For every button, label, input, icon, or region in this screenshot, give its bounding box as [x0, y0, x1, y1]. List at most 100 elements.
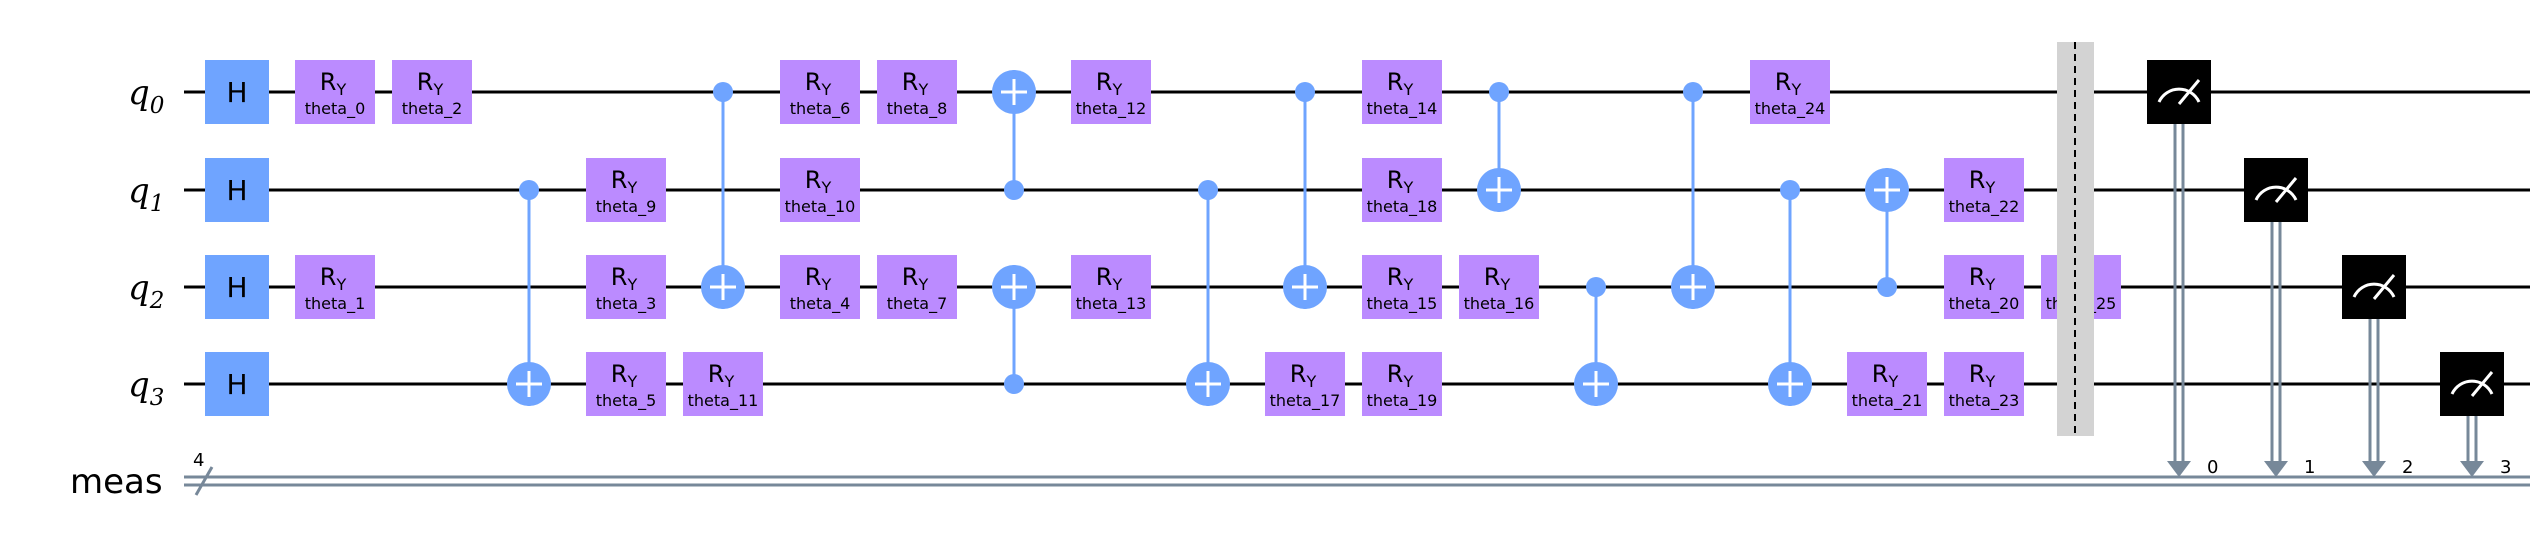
measure-gate: [2147, 60, 2211, 124]
meter-needle: [2177, 79, 2201, 105]
ry-gate-param: theta_21: [1852, 391, 1923, 411]
ry-gate-param: theta_18: [1367, 197, 1438, 217]
classical-register-label: meas: [70, 462, 163, 502]
ry-gate: [1362, 352, 1442, 416]
ry-gate-param: theta_17: [1270, 391, 1341, 411]
ry-gate-param: theta_7: [887, 294, 948, 314]
cnot-control-dot: [519, 180, 539, 200]
ry-gate-param: theta_11: [688, 391, 759, 411]
h-gate-label: H: [226, 76, 247, 109]
ry-gate: [586, 352, 666, 416]
ry-gate: [392, 60, 472, 124]
qubit-label: q3: [128, 365, 164, 411]
cnot-control-dot: [1877, 277, 1897, 297]
meter-needle: [2274, 177, 2298, 203]
ry-gate-param: theta_5: [596, 391, 657, 411]
ry-gate-param: theta_10: [785, 197, 856, 217]
register-size: 4: [193, 450, 204, 471]
measure-arrow: [2362, 461, 2386, 477]
meter-arc: [2254, 185, 2298, 201]
measure-bit-label: 2: [2402, 457, 2413, 478]
ry-gate: [877, 60, 957, 124]
ry-gate-param: theta_8: [887, 99, 948, 119]
h-gate: [205, 352, 269, 416]
ry-gate-param: theta_1: [305, 294, 366, 314]
ry-gate-param: theta_0: [305, 99, 366, 119]
meter-needle: [2372, 274, 2396, 300]
ry-gate-param: theta_15: [1367, 294, 1438, 314]
measure-arrow: [2264, 461, 2288, 477]
cnot-control-dot: [1004, 180, 1024, 200]
ry-gate-param: theta_23: [1949, 391, 2020, 411]
ry-gate: [1071, 255, 1151, 319]
ry-gate: [1459, 255, 1539, 319]
ry-gate: [295, 255, 375, 319]
cnot-control-dot: [1586, 277, 1606, 297]
ry-gate: [780, 60, 860, 124]
ry-gate: [1071, 60, 1151, 124]
register-slash: [194, 466, 214, 496]
ry-gate: [1362, 158, 1442, 222]
ry-gate-label: RY: [902, 68, 929, 99]
cnot-control-dot: [1295, 82, 1315, 102]
measure-arrow: [2167, 461, 2191, 477]
measure-gate: [2440, 352, 2504, 416]
ry-gate: [1847, 352, 1927, 416]
ry-gate-label: RY: [708, 360, 735, 391]
h-gate-label: H: [226, 174, 247, 207]
measurements-layer: 0 1 2 3: [2147, 60, 2511, 478]
ry-gate: [586, 158, 666, 222]
meter-arc: [2352, 282, 2396, 298]
qubit-label: q0: [128, 73, 164, 119]
ry-gate: [877, 255, 957, 319]
qubit-label: q1: [128, 171, 164, 217]
ry-gate: [1944, 158, 2024, 222]
ry-gate-param: theta_19: [1367, 391, 1438, 411]
ry-gate: [1750, 60, 1830, 124]
ry-gate-param: theta_22: [1949, 197, 2020, 217]
ry-gate-param: theta_20: [1949, 294, 2020, 314]
ry-gate-param: theta_9: [596, 197, 657, 217]
ry-gate: [1265, 352, 1345, 416]
register-labels: 4 q0 q1 q2 q3 meas: [70, 73, 204, 502]
ry-gate-param: theta_24: [1755, 99, 1826, 119]
ry-gate-param: theta_2: [402, 99, 463, 119]
measure-gate: [2342, 255, 2406, 319]
h-gate: [205, 60, 269, 124]
ry-gate: [1944, 255, 2024, 319]
ry-gate-param: theta_12: [1076, 99, 1147, 119]
qubit-label: q2: [128, 268, 164, 314]
ry-gate-param: theta_14: [1367, 99, 1438, 119]
h-gate: [205, 158, 269, 222]
ry-gate: [683, 352, 763, 416]
ry-gate-param: theta_13: [1076, 294, 1147, 314]
ry-gate: [1362, 255, 1442, 319]
ry-gate-param: theta_4: [790, 294, 851, 314]
gates-layer: HHHHRYtheta_0RYtheta_1RYtheta_2RYtheta_9…: [205, 42, 2121, 436]
cnot-control-dot: [1780, 180, 1800, 200]
ry-gate-param: theta_16: [1464, 294, 1535, 314]
ry-gate: [586, 255, 666, 319]
measure-gate: [2244, 158, 2308, 222]
measure-bit-label: 1: [2304, 457, 2315, 478]
ry-gate: [295, 60, 375, 124]
ry-gate-param: theta_3: [596, 294, 657, 314]
cnot-control-dot: [1004, 374, 1024, 394]
ry-gate: [780, 255, 860, 319]
ry-gate-param: theta_6: [790, 99, 851, 119]
meter-arc: [2450, 379, 2494, 395]
ry-gate-label: RY: [1387, 360, 1414, 391]
cnot-control-dot: [713, 82, 733, 102]
h-gate-label: H: [226, 368, 247, 401]
ry-gate: [1362, 60, 1442, 124]
cnot-control-dot: [1489, 82, 1509, 102]
h-gate: [205, 255, 269, 319]
measure-bit-label: 3: [2500, 457, 2511, 478]
wires-layer: [184, 90, 2530, 496]
cnot-control-dot: [1683, 82, 1703, 102]
ry-gate: [1944, 352, 2024, 416]
ry-gate: [780, 158, 860, 222]
meter-arc: [2157, 87, 2201, 103]
cnot-control-dot: [1198, 180, 1218, 200]
